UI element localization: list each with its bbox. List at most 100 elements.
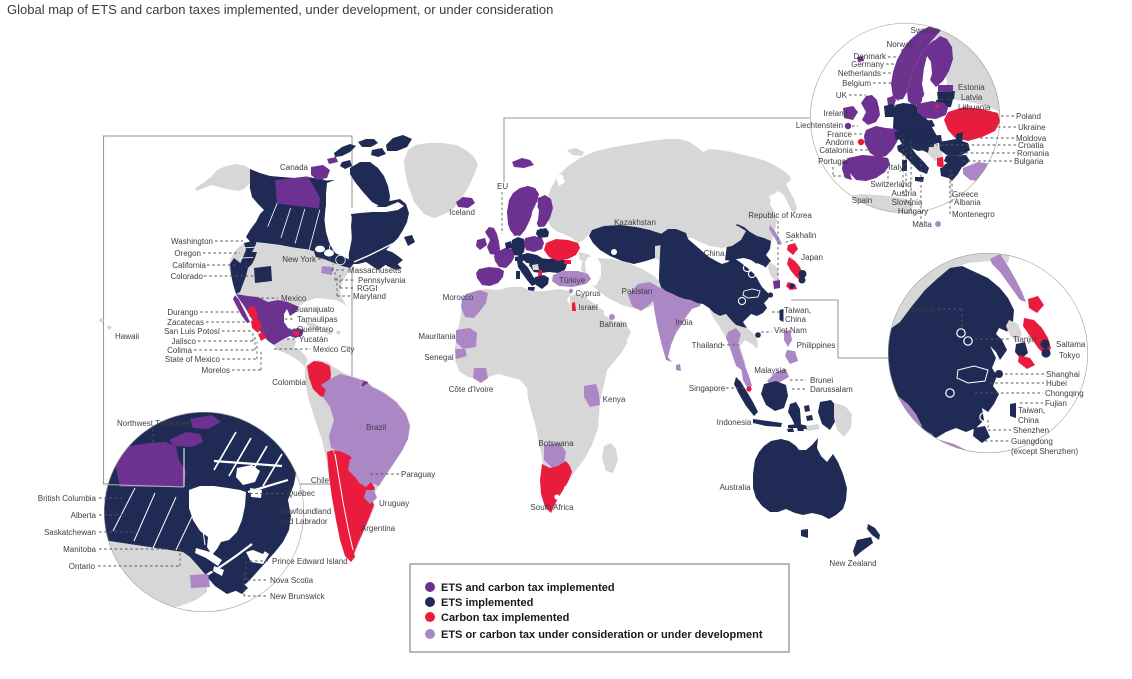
svg-text:China: China [785,315,806,324]
svg-text:State of Mexico: State of Mexico [165,355,221,364]
svg-text:Indonesia: Indonesia [717,418,752,427]
svg-text:Pakistan: Pakistan [622,287,653,296]
svg-text:Catalonia: Catalonia [819,146,853,155]
svg-text:Pennsylvania: Pennsylvania [358,276,406,285]
svg-text:Colima: Colima [167,346,192,355]
svg-text:ETS and carbon tax implemented: ETS and carbon tax implemented [441,582,615,594]
svg-text:Durango: Durango [167,308,198,317]
svg-text:Chongqing: Chongqing [1045,389,1084,398]
svg-text:Querétaro: Querétaro [297,325,334,334]
svg-text:Senegal: Senegal [424,353,454,362]
svg-text:Massachusetts: Massachusetts [348,266,401,275]
svg-text:Tianjin: Tianjin [1013,335,1036,344]
svg-text:Jalisco: Jalisco [172,337,197,346]
svg-text:Guanajuato: Guanajuato [293,305,335,314]
svg-text:India: India [675,318,693,327]
svg-text:Zacatecas: Zacatecas [167,318,204,327]
svg-text:British Columbia: British Columbia [38,494,97,503]
svg-text:Manitoba: Manitoba [63,545,96,554]
svg-text:Malta: Malta [912,220,932,229]
svg-text:Darussalam: Darussalam [810,385,853,394]
svg-text:Brazil: Brazil [366,423,386,432]
svg-text:Kazakhstan: Kazakhstan [614,218,656,227]
svg-text:Saskatchewan: Saskatchewan [44,528,96,537]
svg-text:Argentina: Argentina [361,524,396,533]
svg-text:Norway: Norway [886,40,913,49]
svg-text:(except Shenzhen): (except Shenzhen) [1011,447,1078,456]
svg-text:Kenya: Kenya [603,395,626,404]
svg-text:Poland: Poland [1016,112,1041,121]
svg-text:Philippines: Philippines [797,341,836,350]
svg-text:Washington: Washington [171,237,213,246]
svg-text:China: China [1018,416,1039,425]
svg-text:Prince Edward Island: Prince Edward Island [272,557,348,566]
svg-text:Iceland: Iceland [449,208,475,217]
svg-text:Carbon tax implemented: Carbon tax implemented [441,612,569,624]
svg-text:UK: UK [836,91,848,100]
svg-text:Mexico City: Mexico City [313,345,354,354]
svg-text:Northwest Territories: Northwest Territories [117,419,190,428]
svg-text:Croatia: Croatia [1018,141,1044,150]
svg-text:Cyprus: Cyprus [575,289,600,298]
svg-text:Austria: Austria [892,189,917,198]
svg-text:Morocco: Morocco [443,293,474,302]
svg-text:Ukraine: Ukraine [1018,123,1046,132]
svg-text:Canada: Canada [280,163,309,172]
svg-text:Greece: Greece [952,190,979,199]
svg-text:Spain: Spain [852,196,872,205]
svg-text:Beijing: Beijing [911,305,935,314]
svg-text:EU: EU [497,182,508,191]
svg-text:Albania: Albania [954,198,981,207]
svg-text:Taiwan,: Taiwan, [784,306,811,315]
svg-text:Belgium: Belgium [842,79,871,88]
svg-text:Sakhalin: Sakhalin [786,231,817,240]
svg-text:China: China [704,249,725,258]
svg-text:New York: New York [282,255,317,264]
svg-text:Tokyo: Tokyo [1059,351,1080,360]
svg-text:Romania: Romania [1017,149,1050,158]
svg-text:New Brunswick: New Brunswick [270,592,326,601]
svg-text:Hubei: Hubei [1046,379,1067,388]
svg-text:Germany: Germany [851,60,884,69]
svg-text:Netherlands: Netherlands [838,69,881,78]
svg-text:Brunei: Brunei [810,376,833,385]
svg-text:Bulgaria: Bulgaria [1014,157,1044,166]
svg-text:New Zealand: New Zealand [829,559,876,568]
svg-text:Andorra: Andorra [826,138,855,147]
svg-text:Tamaulipas: Tamaulipas [297,315,337,324]
svg-text:Australia: Australia [719,483,751,492]
svg-text:Sweden: Sweden [911,26,940,35]
svg-text:Portugal: Portugal [818,157,848,166]
svg-text:Mexico: Mexico [281,294,307,303]
svg-text:Colorado: Colorado [171,272,204,281]
svg-text:Alberta: Alberta [71,511,97,520]
svg-text:Botswana: Botswana [538,439,574,448]
svg-text:Fujian: Fujian [1045,399,1067,408]
svg-text:Colombia: Colombia [272,378,306,387]
svg-text:Côte d'Ivoire: Côte d'Ivoire [449,385,494,394]
svg-text:Uruguay: Uruguay [379,499,409,508]
svg-text:France: France [827,130,852,139]
svg-text:Maryland: Maryland [353,292,386,301]
svg-text:Shenzhen: Shenzhen [1013,426,1049,435]
svg-text:Chile: Chile [311,476,330,485]
svg-text:Yucatán: Yucatán [299,335,328,344]
svg-text:Lithuania: Lithuania [958,103,991,112]
svg-text:Global map of ETS and carbon t: Global map of ETS and carbon taxes imple… [7,2,553,17]
svg-text:Guangdong: Guangdong [1011,437,1053,446]
svg-text:and Labrador: and Labrador [280,517,328,526]
svg-text:Singapore: Singapore [689,384,726,393]
svg-text:Slovenia: Slovenia [892,198,923,207]
svg-text:Paraguay: Paraguay [401,470,435,479]
svg-text:Hungary: Hungary [898,207,928,216]
svg-text:Québec: Québec [287,489,315,498]
svg-text:Nova Scotia: Nova Scotia [270,576,314,585]
svg-text:Bahrain: Bahrain [599,320,627,329]
svg-text:Ontario: Ontario [69,562,96,571]
svg-text:RGGI: RGGI [357,284,377,293]
svg-text:Thailand: Thailand [692,341,723,350]
svg-text:Republic of Korea: Republic of Korea [748,211,812,220]
svg-text:Estonia: Estonia [958,83,985,92]
svg-text:Viet Nam: Viet Nam [774,326,807,335]
svg-text:San Luis Potosí: San Luis Potosí [164,327,221,336]
